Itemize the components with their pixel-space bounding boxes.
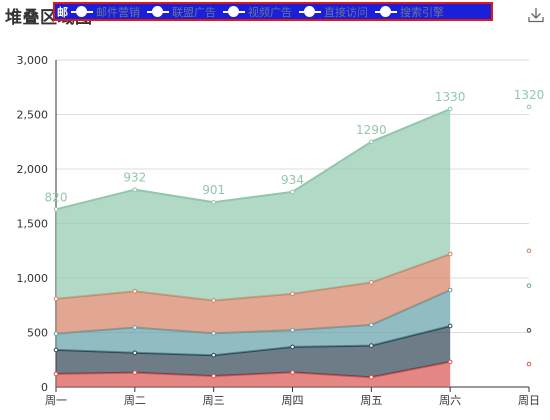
data-point [290, 291, 295, 296]
data-label: 820 [45, 190, 68, 204]
legend-item-email[interactable]: 邮件营销 [71, 4, 140, 20]
data-point [53, 296, 59, 302]
series-line [55, 108, 451, 211]
y-tick-label: 0 [41, 381, 48, 394]
data-label: 1330 [435, 90, 466, 104]
data-point [53, 371, 59, 377]
legend-label: 直接访问 [324, 5, 368, 19]
series-area [56, 254, 451, 334]
data-label: 1320 [514, 88, 545, 102]
data-point [290, 189, 295, 195]
data-point [211, 373, 216, 379]
download-icon[interactable] [528, 7, 544, 23]
data-point [369, 139, 374, 145]
series-area [56, 290, 451, 356]
data-point [526, 104, 532, 110]
x-tick-label: 周日 [518, 394, 540, 407]
legend-item-video[interactable]: 视频广告 [223, 4, 292, 20]
data-point [132, 288, 138, 294]
data-point [53, 331, 59, 336]
data-point [447, 251, 453, 257]
data-point [211, 352, 216, 358]
legend-label: 联盟广告 [172, 5, 216, 19]
x-tick-label: 周五 [360, 394, 382, 407]
series-area [56, 109, 451, 301]
data-point [447, 359, 453, 365]
y-tick-label: 1,000 [17, 272, 49, 285]
data-point [290, 344, 295, 350]
x-tick-label: 周二 [124, 394, 146, 407]
legend-label: 搜索引擎 [400, 5, 444, 19]
data-point [132, 325, 138, 330]
data-point [447, 287, 453, 293]
legend-item-search[interactable]: 搜索引擎 [375, 4, 444, 20]
data-point [526, 328, 532, 333]
data-point [211, 330, 216, 336]
legend-marker-icon [223, 5, 245, 18]
legend-marker-icon [71, 5, 93, 18]
data-point [447, 106, 453, 112]
legend-marker-icon [299, 5, 321, 18]
data-point [290, 370, 295, 375]
x-tick-label: 周四 [282, 394, 304, 407]
legend-marker-icon [147, 5, 169, 18]
x-tick-label: 周三 [203, 394, 225, 407]
data-label: 901 [202, 183, 225, 197]
data-point [526, 283, 532, 288]
legend-first-label: 邮 [57, 5, 68, 19]
legend: 邮 邮件营销 联盟广告 视频广告 直接访问 搜索引擎 [53, 2, 493, 21]
legend-label: 视频广告 [248, 5, 292, 19]
legend-label: 邮件营销 [96, 5, 140, 19]
data-point [132, 187, 138, 193]
data-point [53, 207, 59, 212]
data-point [369, 280, 374, 285]
legend-marker-icon [375, 5, 397, 18]
data-point [132, 370, 138, 375]
data-label: 1290 [356, 123, 387, 137]
data-point [211, 199, 216, 205]
y-tick-label: 3,000 [17, 54, 49, 67]
data-point [290, 327, 295, 333]
data-point [369, 374, 374, 380]
x-tick-label: 周一 [45, 394, 67, 407]
legend-item-direct[interactable]: 直接访问 [299, 4, 368, 20]
data-label: 934 [281, 173, 304, 187]
y-tick-label: 2,000 [17, 163, 49, 176]
data-point [369, 322, 374, 328]
data-point [447, 323, 453, 329]
y-tick-label: 2,500 [17, 109, 49, 122]
data-point [132, 350, 138, 356]
data-point [53, 347, 59, 353]
x-tick-label: 周六 [439, 394, 461, 407]
data-point [211, 298, 216, 303]
data-point [526, 361, 532, 367]
legend-item-affiliate[interactable]: 联盟广告 [147, 4, 216, 20]
data-label: 932 [123, 171, 146, 185]
y-tick-label: 1,500 [17, 218, 49, 231]
data-point [369, 343, 374, 348]
y-tick-label: 500 [27, 327, 48, 340]
data-point [526, 248, 532, 254]
